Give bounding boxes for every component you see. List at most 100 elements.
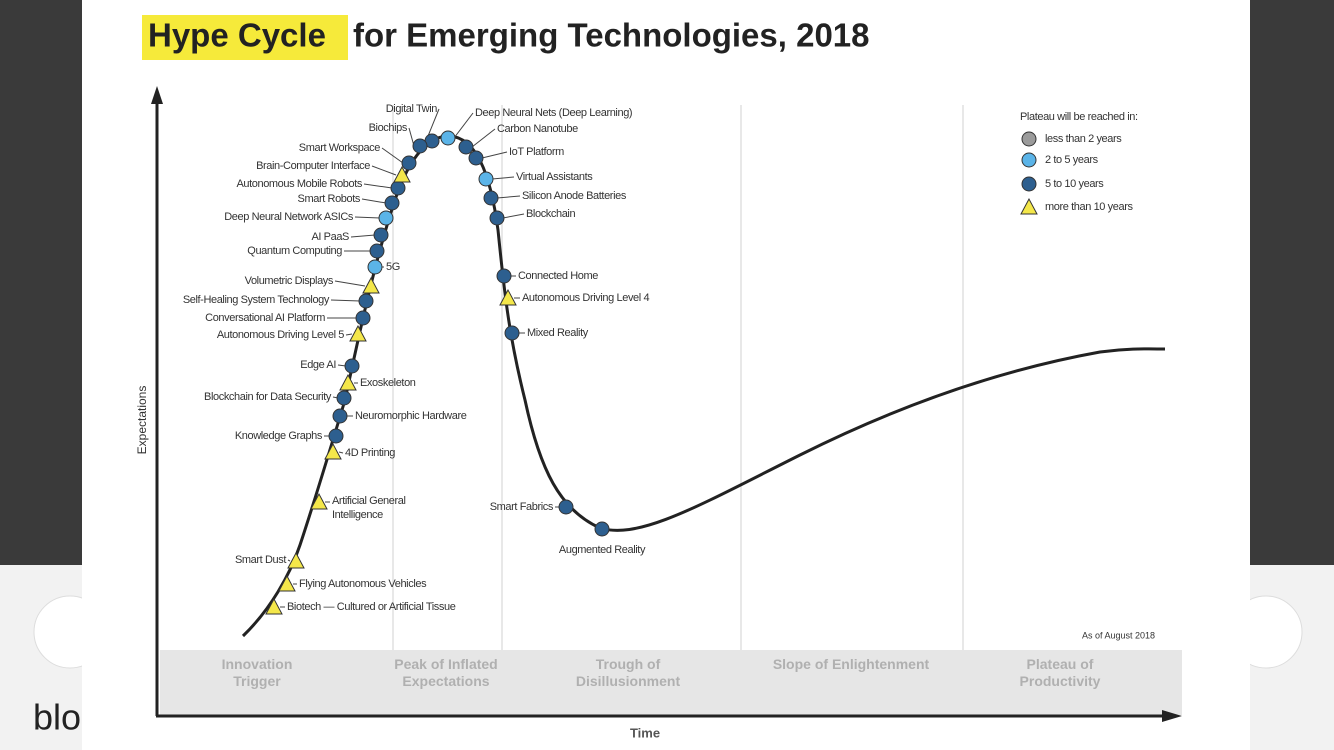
legend-label: more than 10 years: [1045, 201, 1133, 213]
legend-label: 5 to 10 years: [1045, 178, 1104, 190]
technology-label: Smart Fabrics: [490, 501, 554, 513]
leader-line: [471, 128, 496, 148]
leader-line: [371, 165, 397, 176]
leader-line: [381, 147, 404, 164]
phase-label-text: Slope of Enlightenment: [772, 656, 930, 672]
technology-label: Virtual Assistants: [516, 171, 593, 183]
technology-label: Biochips: [369, 122, 408, 134]
technology-label: Conversational AI Platform: [205, 312, 325, 324]
legend-label: 2 to 5 years: [1045, 154, 1099, 166]
phase-label: Slope of Enlightenment: [772, 656, 930, 672]
marker-circle: [483, 190, 499, 206]
technology-label: Biotech — Cultured or Artificial Tissue: [287, 601, 456, 613]
marker-circle: [558, 499, 574, 515]
marker-circle: [332, 408, 348, 424]
leader-line: [330, 299, 361, 302]
legend-label: less than 2 years: [1045, 133, 1122, 145]
x-arrow: [1162, 710, 1182, 722]
technology-label: Deep Neural Network ASICs: [224, 211, 354, 223]
technology-label: Volumetric Displays: [245, 275, 334, 287]
marker-circle: [1021, 131, 1037, 147]
technology-label: Deep Neural Nets (Deep Learning): [475, 107, 632, 119]
technology-label: Autonomous Driving Level 4: [522, 292, 649, 304]
x-axis-label: Time: [630, 725, 660, 740]
technology-label: Silicon Anode Batteries: [522, 190, 627, 202]
marker-circle: [458, 139, 474, 155]
marker-circle: [1021, 176, 1037, 192]
technology-label: Knowledge Graphs: [235, 430, 323, 442]
phase-band: [160, 650, 1182, 715]
phase-label: Trough of Disillusionment: [575, 656, 681, 689]
marker-circle: [478, 171, 494, 187]
marker-circle: [594, 521, 610, 537]
marker-circle: [489, 210, 505, 226]
marker-triangle: [1020, 197, 1038, 215]
marker-circle: [344, 358, 360, 374]
technology-label: Blockchain for Data Security: [204, 391, 332, 403]
leader-line: [334, 280, 366, 287]
technology-label: Mixed Reality: [527, 327, 589, 339]
marker-circle: [1021, 152, 1037, 168]
marker-circle: [401, 155, 417, 171]
leader-line: [345, 333, 353, 336]
title-highlight-text: Hype Cycle: [148, 17, 326, 54]
marker-circle: [369, 243, 385, 259]
title-highlight: [142, 15, 348, 60]
technology-label: Smart Workspace: [299, 142, 380, 154]
marker-triangle: [287, 551, 305, 569]
marker-circle: [468, 150, 484, 166]
phase-label-text: Innovation Trigger: [221, 656, 293, 689]
phase-label: Peak of Inflated Expectations: [394, 656, 498, 689]
technology-label: Smart Robots: [298, 193, 361, 205]
technology-label: AI PaaS: [311, 231, 349, 243]
technology-label: Digital Twin: [386, 103, 438, 115]
leader-line: [481, 151, 508, 159]
technology-label: Blockchain: [526, 208, 575, 220]
leader-line: [502, 213, 525, 219]
technology-label: Neuromorphic Hardware: [355, 410, 467, 422]
marker-circle: [378, 210, 394, 226]
marker-circle: [367, 259, 383, 275]
technology-label: Augmented Reality: [559, 544, 646, 556]
marker-circle: [496, 268, 512, 284]
phase-label: Plateau of Productivity: [1019, 656, 1101, 689]
technology-label: Brain-Computer Interface: [256, 160, 370, 172]
marker-triangle: [349, 324, 367, 342]
legend-title: Plateau will be reached in:: [1020, 111, 1138, 123]
marker-circle: [384, 195, 400, 211]
technology-label: IoT Platform: [509, 146, 564, 158]
leader-line: [287, 559, 291, 562]
marker-triangle: [393, 165, 411, 183]
image: [82, 0, 1250, 750]
phase-label-text: Plateau of Productivity: [1019, 656, 1101, 689]
marker-triangle: [362, 276, 380, 294]
phase-label-text: Peak of Inflated Expectations: [394, 656, 498, 689]
leader-line: [491, 176, 515, 180]
y-arrow: [151, 86, 163, 104]
phase-label: Innovation Trigger: [221, 656, 293, 689]
marker-circle: [336, 390, 352, 406]
leader-line: [338, 451, 344, 454]
technology-label: Carbon Nanotube: [497, 123, 578, 135]
title-text: for Emerging Technologies, 2018: [353, 17, 870, 54]
leader-line: [363, 183, 393, 189]
technology-label: Flying Autonomous Vehicles: [299, 578, 427, 590]
leader-line: [496, 195, 521, 199]
technology-label: 4D Printing: [345, 447, 395, 459]
y-axis-label: Expectations: [135, 386, 149, 455]
leader-line: [453, 112, 474, 139]
marker-circle: [355, 310, 371, 326]
technology-label: Quantum Computing: [247, 245, 342, 257]
leader-line: [354, 216, 381, 219]
technology-label: Edge AI: [300, 359, 336, 371]
technology-label: Autonomous Mobile Robots: [236, 178, 362, 190]
leader-line: [350, 234, 376, 238]
leader-line: [361, 198, 387, 204]
technology-label: 5G: [386, 261, 400, 273]
marker-triangle: [339, 373, 357, 391]
technology-label: Autonomous Driving Level 5: [217, 329, 344, 341]
marker-circle: [412, 138, 428, 154]
marker-triangle: [499, 288, 517, 306]
phase-label-text: Trough of Disillusionment: [575, 656, 681, 689]
